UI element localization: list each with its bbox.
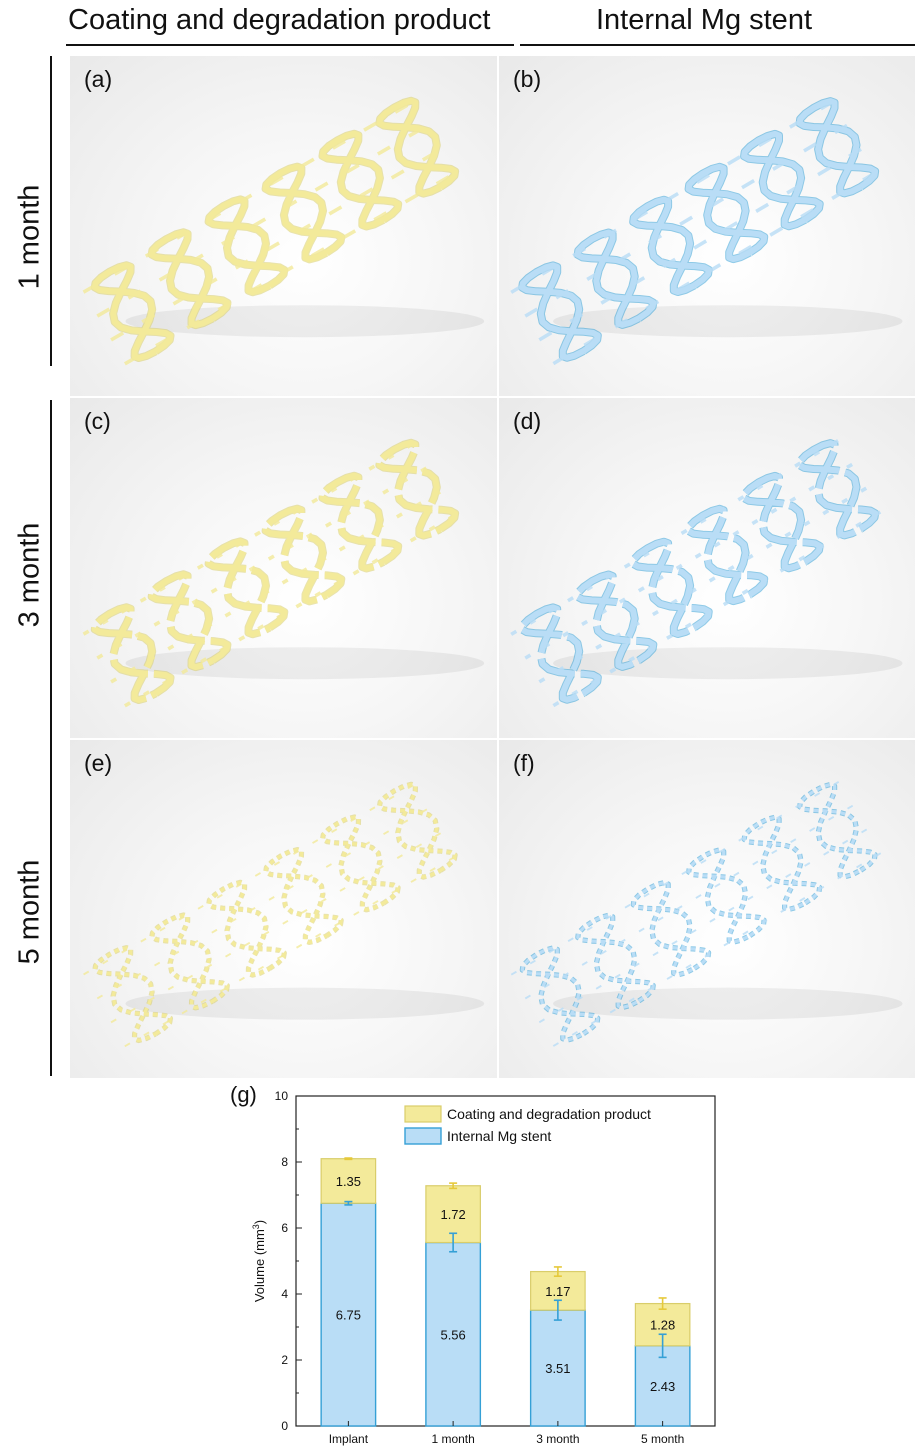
panel-label-a: (a) — [84, 66, 113, 92]
panel-label-c: (c) — [84, 408, 111, 434]
legend-label-coating: Coating and degradation product — [447, 1106, 651, 1122]
panel-label-f: (f) — [513, 750, 535, 776]
error-bar-coating-1 — [449, 1182, 458, 1190]
error-bar-mg-3 — [658, 1333, 667, 1359]
legend-swatch-mg — [404, 1127, 442, 1145]
value-label-coating-2: 1.17 — [545, 1284, 570, 1299]
row-rule-1 — [50, 56, 52, 366]
column-rule-mg — [520, 44, 915, 46]
column-rule-coating — [66, 44, 514, 46]
y-tick-label: 6 — [281, 1221, 288, 1235]
y-tick-label: 0 — [281, 1419, 288, 1433]
legend-swatch-coating — [404, 1105, 442, 1123]
stent-render-coating — [82, 93, 485, 366]
panel-d-mg-3-month: (d) — [499, 398, 915, 738]
legend-label-mg: Internal Mg stent — [447, 1128, 551, 1144]
x-tick-label: 5 month — [641, 1432, 684, 1446]
value-label-mg-1: 5.56 — [440, 1327, 465, 1342]
value-label-mg-0: 6.75 — [336, 1308, 361, 1323]
value-label-coating-0: 1.35 — [336, 1174, 361, 1189]
stent-render-coating — [82, 435, 485, 708]
column-header-coating: Coating and degradation product — [68, 4, 491, 36]
value-label-coating-3: 1.28 — [650, 1318, 675, 1333]
y-tick-label: 4 — [281, 1287, 288, 1301]
row-rule-3 — [50, 732, 52, 1076]
x-tick-label: 1 month — [431, 1432, 474, 1446]
y-tick-label: 8 — [281, 1155, 288, 1169]
stent-render-coating — [83, 777, 485, 1048]
bar-mg-1 — [425, 1241, 482, 1427]
y-tick-label: 2 — [281, 1353, 288, 1367]
chart-legend: Coating and degradation product Internal … — [404, 1105, 651, 1145]
value-label-mg-3: 2.43 — [650, 1379, 675, 1394]
column-header-mg: Internal Mg stent — [596, 4, 812, 36]
panel-label-e: (e) — [84, 750, 113, 776]
value-label-mg-2: 3.51 — [545, 1361, 570, 1376]
panel-label-b: (b) — [513, 66, 542, 92]
panel-a-coating-1-month: (a) — [70, 56, 497, 396]
chart-panel-label: (g) — [230, 1082, 257, 1107]
error-bar-coating-3 — [658, 1297, 667, 1310]
panel-b-mg-1-month: (b) — [499, 56, 915, 396]
row-rule-2 — [50, 400, 52, 736]
panel-e-coating-5-month: (e) — [70, 740, 497, 1078]
error-bar-coating-2 — [553, 1266, 562, 1277]
panel-c-coating-3-month: (c) — [70, 398, 497, 738]
error-bar-mg-0 — [344, 1200, 353, 1206]
y-axis-label: Volume (mm3) — [251, 1220, 267, 1302]
stent-render-mg — [510, 777, 903, 1047]
stent-render-mg — [510, 93, 903, 366]
bar-mg-0 — [320, 1202, 377, 1427]
panel-label-d: (d) — [513, 408, 542, 434]
error-bar-mg-2 — [553, 1299, 562, 1321]
x-tick-label: 3 month — [536, 1432, 579, 1446]
y-tick-label: 10 — [275, 1089, 289, 1103]
stent-render-mg — [510, 435, 903, 708]
error-bar-mg-1 — [449, 1232, 458, 1253]
panel-f-mg-5-month: (f) — [499, 740, 915, 1078]
error-bar-coating-0 — [344, 1157, 353, 1161]
x-tick-label: Implant — [329, 1432, 369, 1446]
value-label-coating-1: 1.72 — [440, 1207, 465, 1222]
